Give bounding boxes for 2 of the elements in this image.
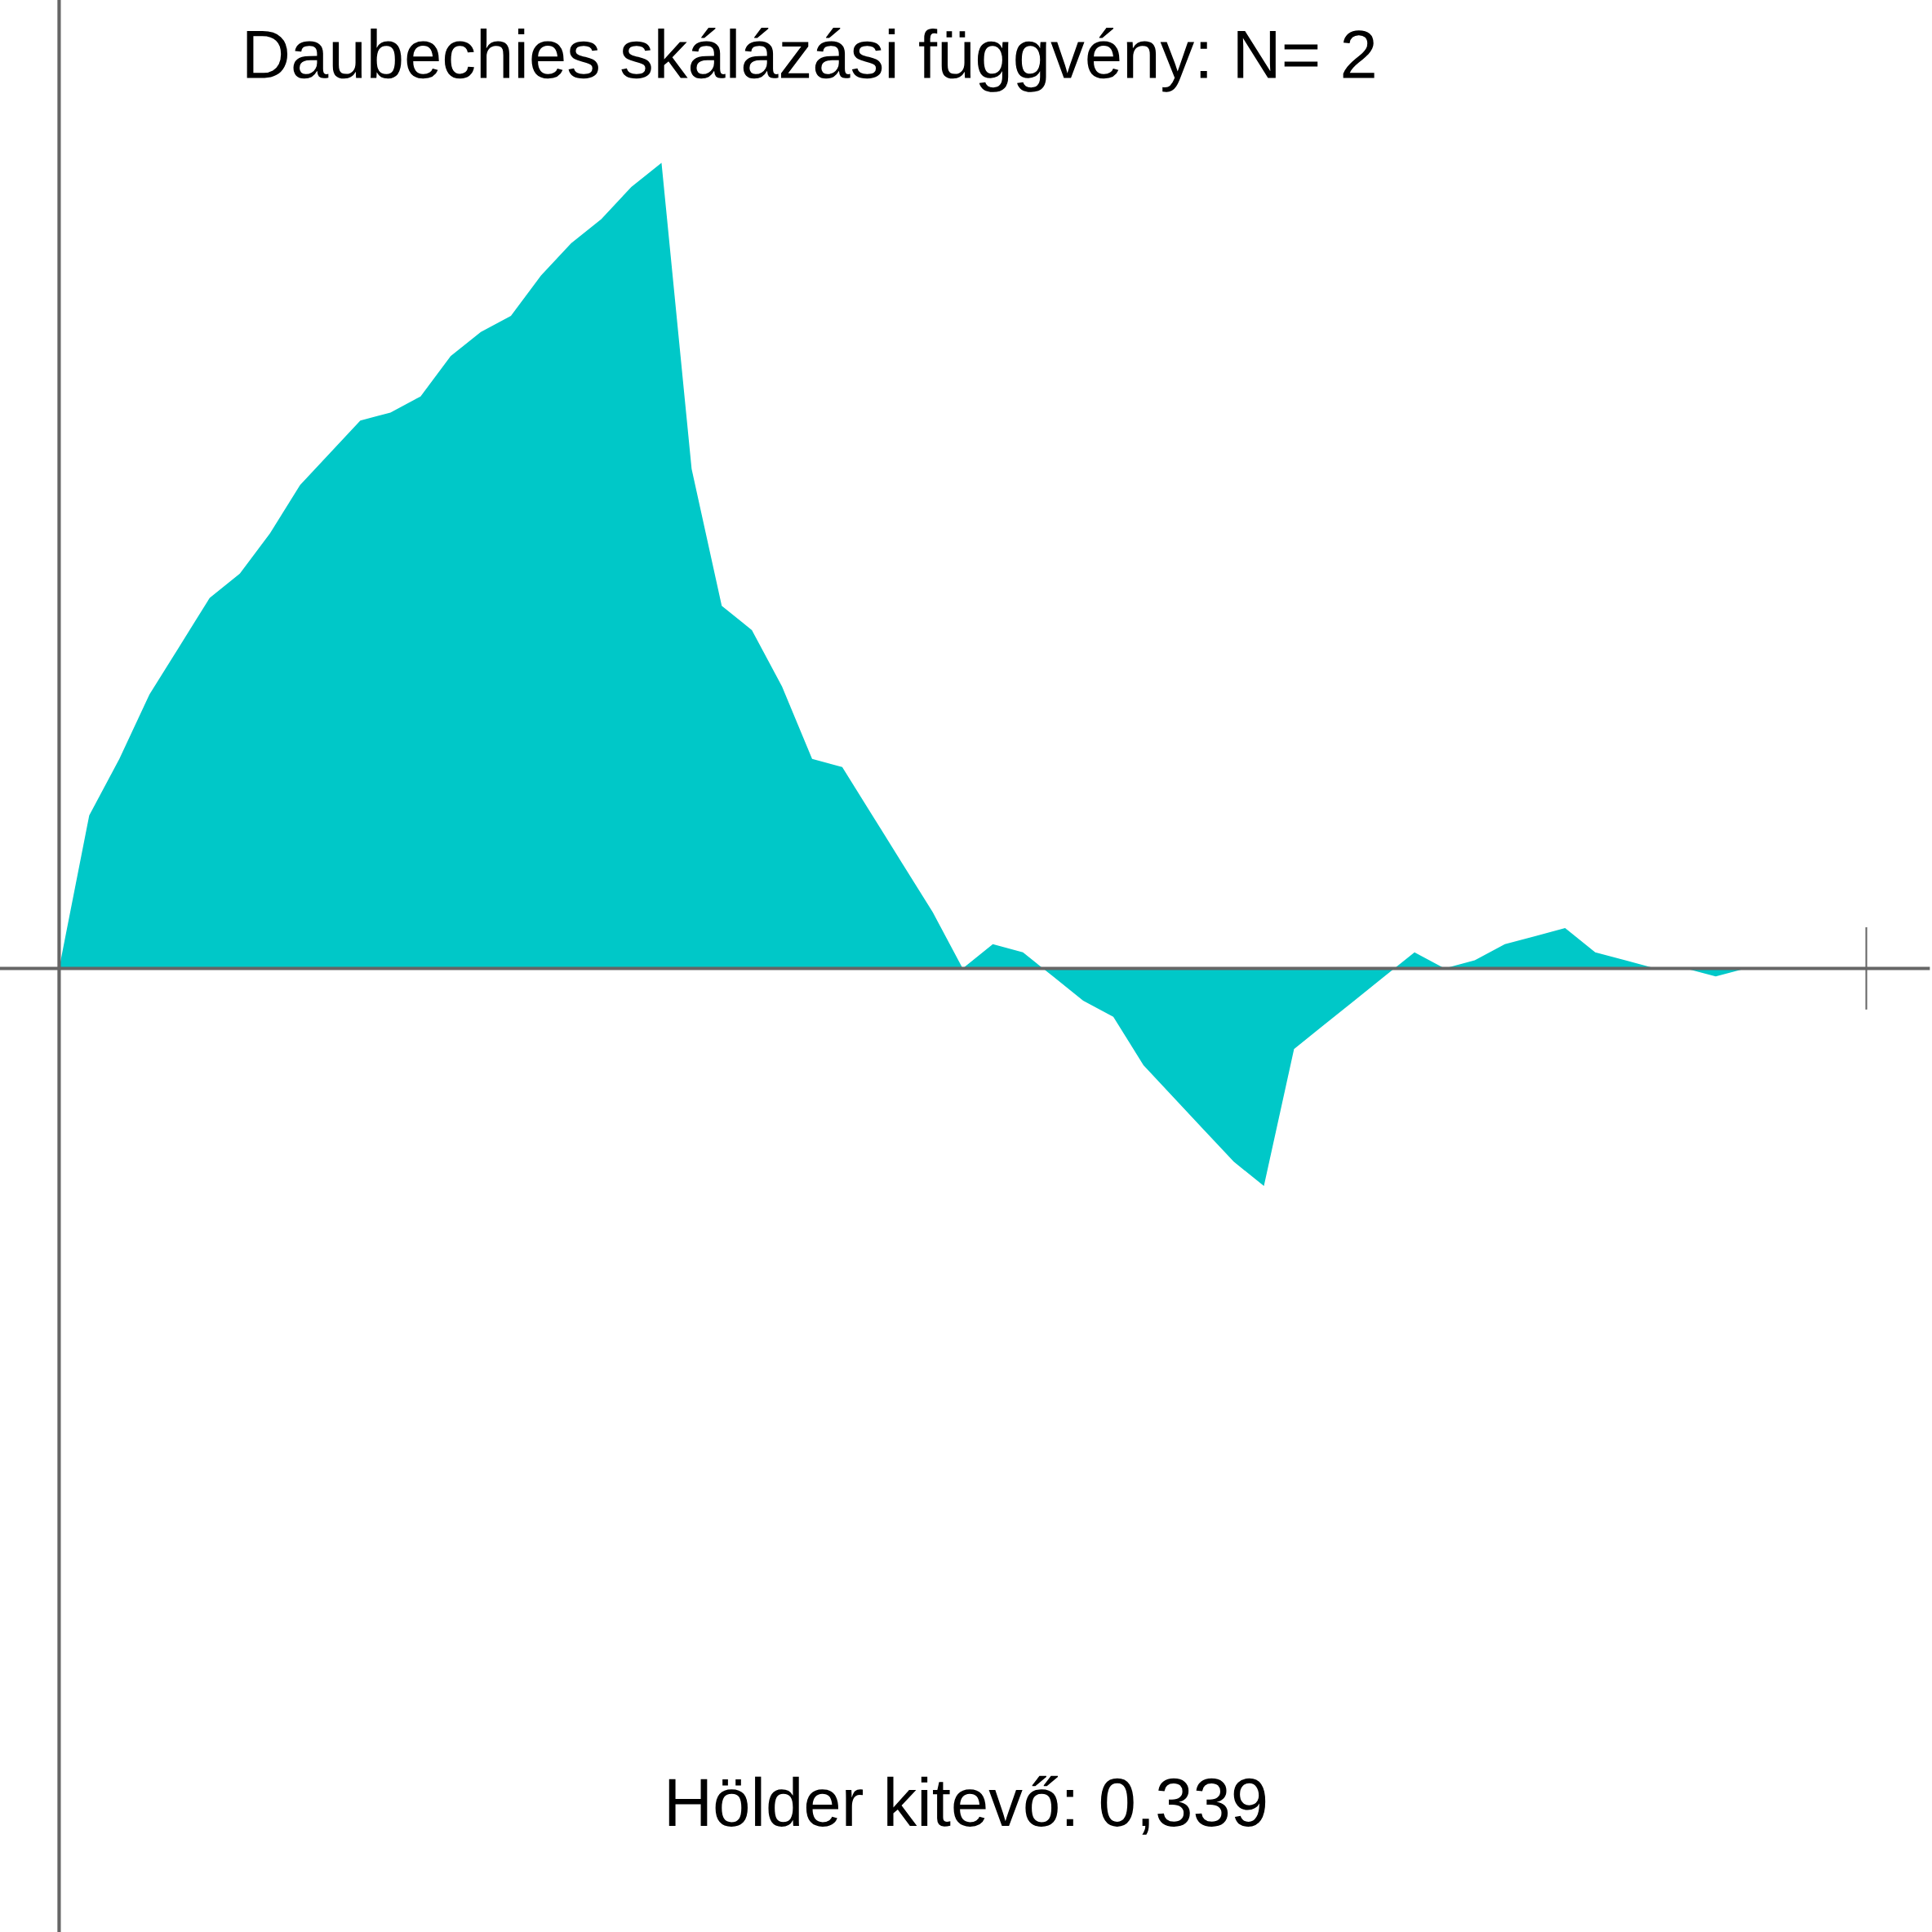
- text: Hölder kitevő: 0,339: [668, 1775, 1266, 1835]
- chart-title: Daubechies skálázási függvény: N= 2: [246, 28, 1375, 92]
